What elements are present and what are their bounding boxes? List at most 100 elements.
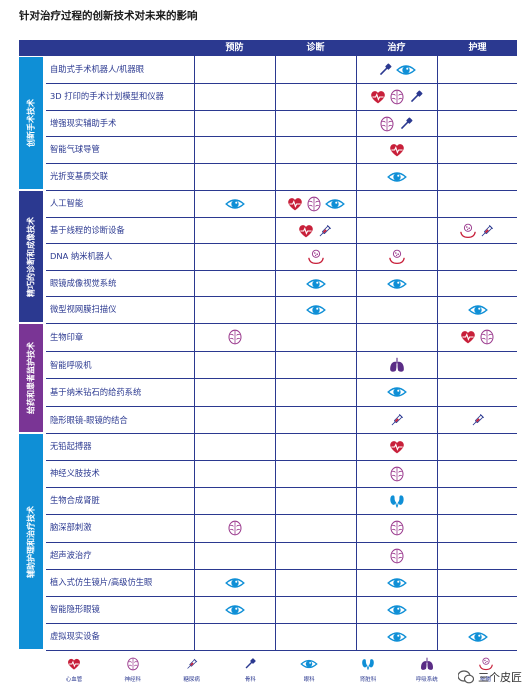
table-row: 智能气球导管: [46, 136, 517, 163]
row-divider: [46, 542, 517, 543]
impact-cell-护理: [438, 406, 517, 434]
technology-name: 增强现实辅助手术: [50, 118, 117, 129]
orthopedics-icon: [377, 62, 393, 78]
legend-item: 神经科: [105, 655, 161, 683]
technology-name: 植入式仿生镜片/高级仿生眼: [50, 577, 153, 588]
row-divider: [46, 243, 517, 244]
respiratory-icon: [399, 655, 455, 673]
cells-icon: [388, 249, 405, 265]
table-row: 眼镜成像视觉系统: [46, 270, 517, 297]
impact-cell-预防: [195, 623, 274, 650]
impact-cell-治疗: [357, 378, 436, 406]
group-label-text: 创新手术技术: [26, 99, 36, 147]
table-bottom-rule: [46, 650, 517, 651]
row-divider: [46, 110, 517, 111]
cells-icon: [307, 249, 324, 265]
row-divider: [46, 270, 517, 271]
impact-cell-护理: [438, 136, 517, 163]
cells-icon: [460, 223, 476, 239]
wechat-icon: [458, 670, 474, 684]
technology-name: 生物合成肾脏: [50, 495, 100, 506]
group-label-2: 给药和患者监护技术: [19, 324, 43, 432]
impact-cell-护理: [438, 296, 517, 323]
impact-cell-预防: [195, 243, 274, 270]
impact-cell-诊断: [276, 270, 355, 297]
column-divider: [275, 56, 276, 650]
impact-cell-预防: [195, 136, 274, 163]
technology-name: 自助式手术机器人/机器眼: [50, 64, 145, 75]
neurology-icon: [227, 329, 243, 345]
table-row: 虚拟现实设备: [46, 623, 517, 650]
impact-cell-护理: [438, 83, 517, 110]
table-row: 人工智能: [46, 190, 517, 217]
column-header-3: 护理: [468, 43, 487, 53]
row-divider: [46, 460, 517, 461]
technology-name: 基于线程的诊断设备: [50, 225, 125, 236]
impact-cell-护理: [438, 323, 517, 351]
impact-cell-治疗: [357, 270, 436, 297]
table-row: 超声波治疗: [46, 542, 517, 569]
cardiovascular-icon: [460, 329, 476, 345]
neurology-icon: [479, 329, 495, 345]
technology-name: 眼镜成像视觉系统: [50, 278, 117, 289]
technology-name: 微型视网膜扫描仪: [50, 304, 117, 315]
ophthalmology-icon: [386, 629, 407, 645]
impact-cell-治疗: [357, 296, 436, 323]
impact-cell-诊断: [276, 378, 355, 406]
technology-name: 智能呼吸机: [50, 359, 92, 370]
ophthalmology-icon: [324, 196, 345, 212]
impact-cell-护理: [438, 110, 517, 137]
row-divider: [46, 163, 517, 164]
impact-cell-护理: [438, 163, 517, 190]
table-row: 无铅起搏器: [46, 433, 517, 460]
technology-name: DNA 纳米机器人: [50, 251, 113, 262]
legend-label: 细胞: [480, 677, 492, 683]
column-header-2: 治疗: [387, 43, 406, 53]
technology-name: 虚拟现实设备: [50, 631, 100, 642]
impact-cell-诊断: [276, 596, 355, 623]
legend-item: 肾脏科: [340, 655, 396, 683]
impact-cell-预防: [195, 596, 274, 623]
cardiovascular-icon: [389, 142, 405, 158]
orthopedics-icon: [398, 116, 414, 132]
group-label-0: 创新手术技术: [19, 57, 43, 189]
orthopedics-icon: [222, 655, 278, 673]
cardiovascular-icon: [389, 439, 405, 455]
impact-cell-治疗: [357, 460, 436, 487]
impact-cell-诊断: [276, 623, 355, 650]
impact-cell-预防: [195, 323, 274, 351]
impact-cell-诊断: [276, 110, 355, 137]
diabetes-icon: [389, 412, 405, 428]
impact-cell-护理: [438, 569, 517, 596]
row-divider: [46, 351, 517, 352]
impact-cell-诊断: [276, 406, 355, 434]
neurology-icon: [389, 520, 405, 536]
column-divider: [356, 56, 357, 650]
technology-name: 光折变基质交联: [50, 171, 109, 182]
technology-name: 超声波治疗: [50, 550, 92, 561]
impact-cell-治疗: [357, 596, 436, 623]
neurology-icon: [105, 655, 161, 673]
technology-name: 智能气球导管: [50, 144, 100, 155]
table-row: 自助式手术机器人/机器眼: [46, 56, 517, 83]
legend: 心血管 神经科 糖尿病 骨科 眼科 肾脏科 呼吸系统 细胞: [46, 655, 517, 693]
impact-cell-护理: [438, 217, 517, 244]
neurology-icon: [227, 520, 243, 536]
impact-cell-治疗: [357, 433, 436, 460]
technology-name: 基于纳米钻石的给药系统: [50, 386, 142, 397]
impact-cell-诊断: [276, 83, 355, 110]
impact-cell-护理: [438, 351, 517, 379]
table-row: 光折变基质交联: [46, 163, 517, 190]
cardiovascular-icon: [287, 196, 303, 212]
impact-cell-预防: [195, 351, 274, 379]
impact-cell-预防: [195, 56, 274, 83]
impact-cell-治疗: [357, 83, 436, 110]
impact-cell-诊断: [276, 323, 355, 351]
column-divider: [437, 56, 438, 650]
impact-cell-治疗: [357, 56, 436, 83]
row-divider: [46, 136, 517, 137]
impact-cell-护理: [438, 460, 517, 487]
impact-cell-护理: [438, 270, 517, 297]
impact-cell-治疗: [357, 569, 436, 596]
respiratory-icon: [389, 357, 405, 373]
